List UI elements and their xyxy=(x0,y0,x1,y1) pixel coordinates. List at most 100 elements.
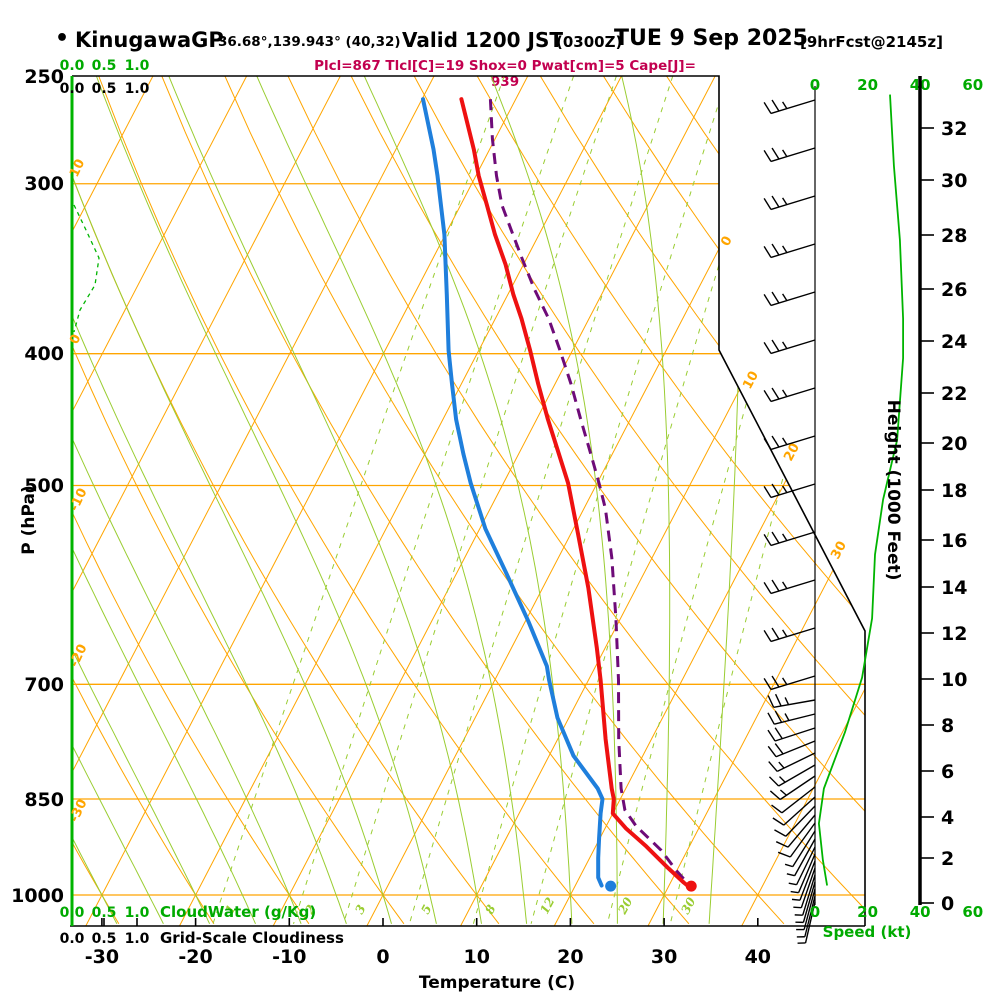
wind-barb xyxy=(770,579,816,595)
pressure-tick-label: 250 xyxy=(24,66,64,88)
barb-feather-half xyxy=(784,713,790,721)
barb-feather xyxy=(771,675,780,688)
barb-feather xyxy=(771,435,780,448)
station-name: KinugawaGP xyxy=(75,28,224,52)
cloudwater-scale-top: 0.0 xyxy=(60,58,85,74)
isotherm-line xyxy=(85,76,529,926)
cloudiness-scale-bottom: 0.5 xyxy=(92,931,117,947)
cloudwater-scale-top: 1.0 xyxy=(125,58,150,74)
sounding-parameters: Plcl=867 Tlcl[C]=19 Shox=0 Pwat[cm]=5 Ca… xyxy=(314,58,696,90)
barb-feather xyxy=(763,246,772,258)
dry-adiabat-line xyxy=(855,76,865,925)
wind-barb xyxy=(774,727,816,742)
cloudwater-scale-bottom: 0.5 xyxy=(92,905,117,921)
wind-barb xyxy=(770,531,816,547)
moist-adiabat-line xyxy=(72,76,211,925)
barb-feather xyxy=(768,776,780,787)
cloudwater-label: CloudWater (g/Kg) xyxy=(160,903,316,921)
moist-adiabat-line xyxy=(72,76,302,924)
barb-feather xyxy=(768,761,778,772)
temperature-tick-label: -20 xyxy=(178,946,212,968)
moist-adiabat-line xyxy=(72,76,256,925)
speed-tick-bottom: 20 xyxy=(857,903,878,921)
barb-feather-half xyxy=(782,245,788,253)
dry-adiabat-line xyxy=(224,76,785,925)
moist-adiabat-line xyxy=(72,76,164,925)
speed-axis-title: Speed (kt) xyxy=(823,923,912,941)
isotherm-line xyxy=(72,76,154,926)
barb-feather xyxy=(767,729,776,742)
barb-feather xyxy=(771,195,780,208)
barb-feather-half xyxy=(782,581,788,589)
wind-barb xyxy=(802,881,816,923)
barb-feather xyxy=(763,150,772,162)
wind-barb xyxy=(781,786,816,814)
mixing-ratio-label: 12 xyxy=(537,895,557,916)
temperature-tick-label: -10 xyxy=(272,946,306,968)
dry-adiabat-line xyxy=(161,76,690,925)
height-tick-label: 26 xyxy=(941,279,967,301)
barb-feather xyxy=(774,693,782,707)
barb-feather xyxy=(763,198,772,210)
barb-feather xyxy=(771,339,780,352)
barb-feather-half xyxy=(778,761,785,769)
wind-barb xyxy=(800,867,816,908)
barb-feather xyxy=(763,582,772,594)
barb-feather-half xyxy=(782,629,788,637)
dry-adiabat-line xyxy=(72,76,310,925)
barb-feather xyxy=(774,727,783,740)
pressure-tick-label: 400 xyxy=(24,343,64,365)
mixing-ratio-label: 20 xyxy=(615,895,636,918)
isotherm-line xyxy=(72,76,341,926)
valid-date: TUE 9 Sep 2025 xyxy=(614,26,808,51)
wind-barb xyxy=(792,830,816,867)
barb-feather-half xyxy=(779,789,787,796)
wind-barb xyxy=(799,860,816,901)
barb-feather-half xyxy=(782,341,788,349)
isotherm-label: 20 xyxy=(781,441,803,464)
height-tick-label: 24 xyxy=(941,331,967,353)
moist-adiabat-line xyxy=(490,76,618,924)
isotherm-line xyxy=(72,76,435,926)
wind-barb xyxy=(789,822,816,858)
wind-barb xyxy=(770,627,816,643)
wind-barb xyxy=(770,675,816,691)
wind-barb xyxy=(770,195,816,211)
isotherm-line xyxy=(179,76,622,926)
height-tick-label: 16 xyxy=(941,530,967,552)
isotherm-line xyxy=(272,76,716,926)
speed-tick-bottom: 40 xyxy=(910,903,931,921)
cloudiness-label: Grid-Scale Cloudiness xyxy=(160,929,344,947)
wind-barb xyxy=(803,888,816,930)
cloudwater-scale-top: 0.5 xyxy=(92,58,117,74)
barb-feather xyxy=(767,695,775,708)
mixing-ratio-line xyxy=(530,76,777,924)
dry-adiabat-label: 0 xyxy=(67,332,84,347)
height-tick-label: 10 xyxy=(941,669,967,691)
barb-feather xyxy=(771,483,780,496)
mixing-ratio-line xyxy=(669,76,865,924)
height-tick-label: 30 xyxy=(941,170,967,192)
barb-feather-half xyxy=(782,101,788,109)
station-bullet-icon: • xyxy=(55,26,70,51)
plot-border xyxy=(72,75,866,926)
height-tick-label: 14 xyxy=(941,577,967,599)
dry-adiabat-line xyxy=(982,76,1000,924)
barb-feather xyxy=(774,743,784,755)
wind-barb xyxy=(794,838,816,877)
cloudwater-profile xyxy=(73,204,100,333)
valid-time: Valid 1200 JST xyxy=(402,28,563,52)
cloudiness-scale-top: 1.0 xyxy=(125,81,150,97)
barb-feather-half xyxy=(782,533,788,541)
barb-feather xyxy=(771,243,780,256)
skewt-grid xyxy=(72,76,1000,926)
barb-feather xyxy=(763,630,772,642)
barb-feather xyxy=(767,712,775,725)
barb-feather-half xyxy=(782,437,788,445)
mixing-ratio-line xyxy=(293,76,575,924)
cloudwater-scale-bottom: 1.0 xyxy=(125,905,150,921)
barb-feather xyxy=(763,486,772,498)
cloudiness-scale-top: 0.0 xyxy=(60,81,85,97)
barb-feather-half xyxy=(784,697,790,705)
